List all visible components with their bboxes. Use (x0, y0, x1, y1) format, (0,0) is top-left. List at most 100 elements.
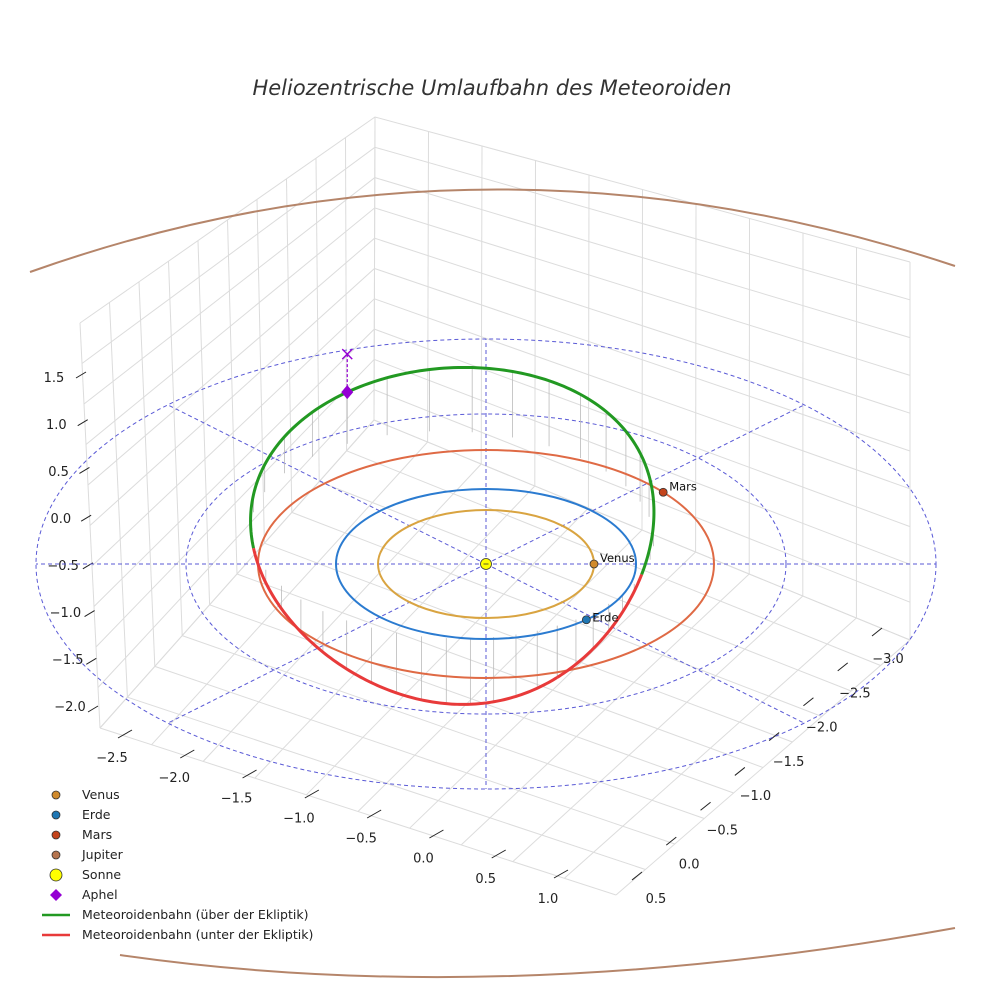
pane-gridline (95, 358, 911, 648)
planet-marker-erde (581, 615, 591, 625)
x-tick-label: −2.0 (158, 771, 190, 786)
legend-label: Erde (82, 807, 111, 822)
y-tick-mark (734, 767, 746, 776)
jupiter-orbit-near (119, 927, 956, 979)
z-tick-label: −1.5 (52, 653, 84, 668)
pane-gridline (615, 639, 911, 896)
legend-circle-swatch (51, 790, 61, 800)
x-tick-mark (117, 729, 133, 739)
z-tick-mark (75, 371, 87, 379)
z-tick-mark (77, 419, 88, 427)
pane-gridline (409, 551, 696, 829)
meteoroid-orbit-below (556, 573, 644, 679)
pane-gridline (345, 137, 348, 451)
legend-label: Mars (82, 827, 112, 842)
chart-title: Heliozentrische Umlaufbahn des Meteoroid… (252, 76, 731, 100)
z-tick-mark (84, 610, 95, 618)
pane-gridline (89, 267, 911, 526)
pane-gridline (87, 237, 911, 486)
z-tick-label: 1.5 (44, 371, 65, 386)
x-tick-mark (242, 769, 257, 779)
x-tick-mark (366, 809, 382, 819)
z-tick-label: −2.0 (54, 700, 86, 715)
pane-gridline (97, 389, 911, 688)
legend: Venus Erde Mars Jupiter Sonne Aphel Meteoroide… (42, 787, 313, 942)
legend-circle-swatch (51, 850, 61, 860)
meteoroid-orbit-below (252, 547, 559, 706)
z-tick-label: 1.0 (46, 418, 67, 433)
x-tick-mark (429, 829, 444, 839)
y-tick-mark (871, 627, 883, 637)
planet-label-mars: Mars (669, 479, 697, 493)
x-tick-label: −2.5 (96, 751, 128, 766)
pane-gridline (256, 199, 265, 544)
aphelion-top-marker (341, 348, 353, 360)
y-tick-mark (631, 871, 643, 881)
z-tick-label: −0.5 (47, 559, 79, 574)
z-tick-mark (80, 514, 92, 522)
z-tick-label: 0.5 (48, 465, 69, 480)
pane-gridline (512, 595, 804, 862)
jupiter-orbit (29, 188, 956, 979)
x-tick-mark (491, 849, 506, 859)
y-tick-label: −0.5 (706, 823, 738, 838)
legend-label: Venus (82, 787, 120, 802)
pane-gridline (286, 178, 293, 513)
meteoroid-orbit-above (249, 365, 656, 575)
legend-circle-swatch (51, 810, 61, 820)
pane-gridline (236, 573, 764, 768)
z-tick-mark (79, 466, 90, 474)
y-tick-mark (665, 836, 677, 846)
reference-spoke (485, 404, 805, 565)
x-tick-label: 0.5 (475, 872, 496, 887)
pane-gridline (460, 573, 750, 846)
pane-gridline (291, 511, 822, 717)
pane-gridline (79, 116, 911, 324)
legend-label: Sonne (82, 867, 121, 882)
y-tick-label: −3.0 (872, 652, 904, 667)
pane-gridline (346, 450, 881, 666)
legend-label: Meteoroidenbahn (über der Ekliptik) (82, 907, 308, 922)
legend-diamond-swatch (50, 889, 62, 901)
pane-gridline (373, 116, 376, 421)
y-tick-label: −2.5 (839, 686, 871, 701)
meteoroid-orbit (249, 365, 656, 706)
legend-circle-swatch (49, 868, 63, 882)
x-tick-label: 1.0 (538, 892, 559, 907)
y-tick-label: 0.5 (646, 892, 667, 907)
x-tick-label: 0.0 (413, 852, 434, 867)
pane-gridline (564, 617, 857, 879)
aphelion-marker (341, 385, 354, 400)
y-tick-label: 0.0 (679, 858, 700, 873)
orbit-drop-lines (250, 367, 654, 705)
x-tick-label: −1.0 (283, 811, 315, 826)
orbit-markers: Venus Erde Mars (341, 348, 697, 625)
z-tick-mark (87, 705, 99, 713)
x-tick-mark (180, 749, 195, 759)
y-tick-label: −1.0 (740, 789, 772, 804)
orbit-erde (335, 488, 637, 640)
y-tick-label: −1.5 (773, 755, 805, 770)
pane-gridline (373, 419, 911, 641)
x-tick-mark (304, 789, 320, 799)
reference-spoke (167, 404, 487, 565)
legend-circle-swatch (51, 830, 61, 840)
pane-gridline (264, 542, 793, 743)
planet-label-venus: Venus (600, 551, 635, 565)
y-tick-label: −2.0 (806, 721, 838, 736)
y-tick-mark (837, 662, 849, 672)
jupiter-orbit-far (29, 188, 956, 273)
pane-gridline (81, 146, 911, 364)
legend-label: Jupiter (81, 847, 124, 862)
axis-ticks: −2.5 −2.0 −1.5 −1.0 −0.5 0.0 0.5 1.0 −3.0 −2.5 −2.… (44, 371, 904, 907)
planet-label-erde: Erde (592, 611, 618, 625)
x-tick-label: −1.5 (221, 791, 253, 806)
y-tick-mark (700, 801, 711, 811)
planet-marker-mars (658, 487, 668, 497)
z-tick-label: 0.0 (51, 512, 72, 527)
z-tick-label: −1.0 (50, 606, 82, 621)
reference-spoke (167, 563, 487, 724)
planet-marker-venus (589, 559, 599, 569)
legend-label: Meteoroidenbahn (unter der Ekliptik) (82, 927, 313, 942)
